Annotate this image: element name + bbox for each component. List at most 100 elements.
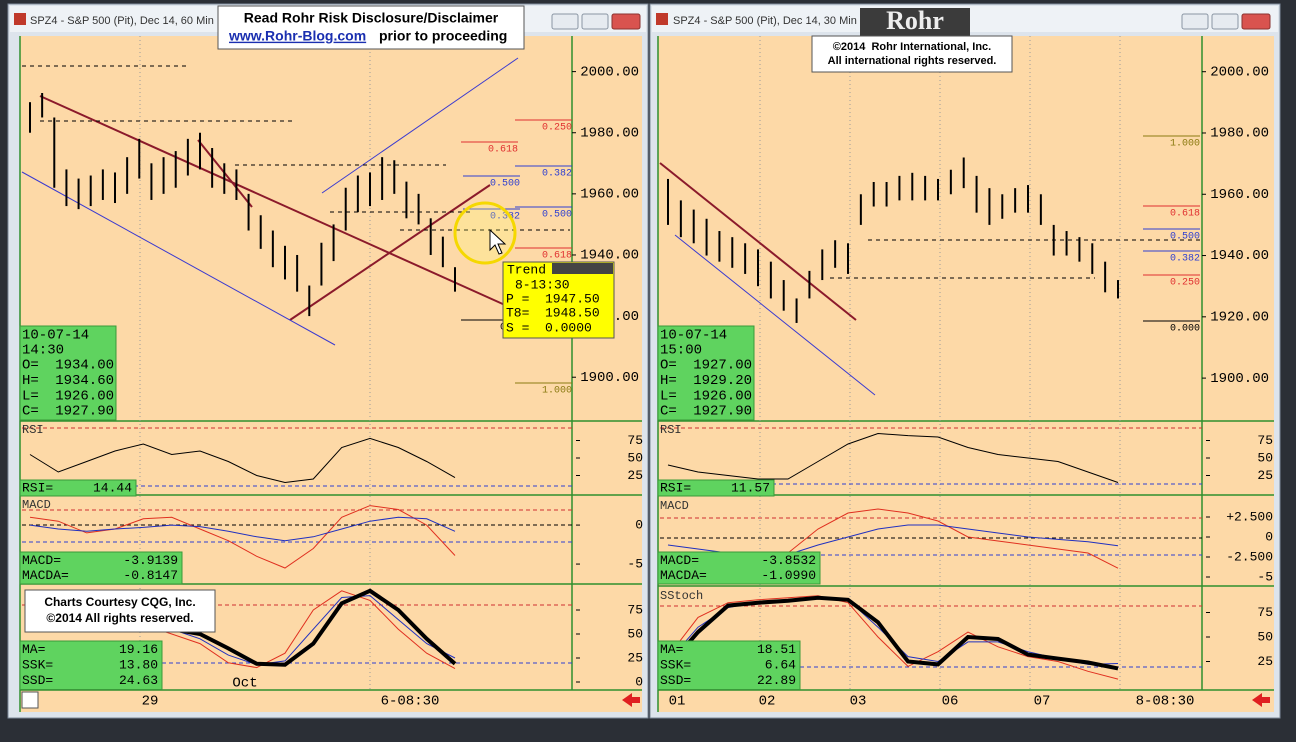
y-tick-label: 0 xyxy=(635,518,643,533)
courtesy-text: Charts Courtesy CQG, Inc. xyxy=(44,595,195,609)
window-icon xyxy=(656,13,668,25)
info-value: 1927.90 xyxy=(55,404,114,420)
readout-label: SSK= xyxy=(660,658,691,673)
info-date: 10-07-14 xyxy=(660,328,727,344)
y-tick-label: +2.500 xyxy=(1226,509,1273,524)
fib-label: 1.000 xyxy=(542,386,572,397)
indicator-line xyxy=(29,437,456,484)
fib-label: 0.382 xyxy=(542,169,572,180)
y-tick-label: 1920.00 xyxy=(1210,310,1269,326)
readout-value: -3.8532 xyxy=(761,553,816,568)
copyright-text: All international rights reserved. xyxy=(828,55,997,67)
fib-label: 0.382 xyxy=(1170,254,1200,265)
maximize-button[interactable] xyxy=(1211,13,1239,30)
readout-box xyxy=(19,479,137,497)
info-label: C= xyxy=(22,404,39,420)
readout-label: SSD= xyxy=(660,673,691,688)
disclaimer-banner: Read Rohr Risk Disclosure/Disclaimer www… xyxy=(217,5,525,50)
info-value: 1927.00 xyxy=(693,358,752,374)
fib-label: 0.618 xyxy=(542,251,572,262)
maximize-button[interactable] xyxy=(581,13,609,30)
y-tick-label: 75 xyxy=(1257,605,1273,620)
fib-label: 0.618 xyxy=(1170,209,1200,220)
info-label: O= xyxy=(660,358,677,374)
y-tick-label: 0 xyxy=(635,674,643,689)
y-tick-label: 50 xyxy=(1257,629,1273,644)
indicator-line xyxy=(667,432,1119,483)
close-button[interactable] xyxy=(1241,13,1271,30)
y-tick-label: 1900.00 xyxy=(580,370,639,386)
info-label: C= xyxy=(660,404,677,420)
info-value: 1929.20 xyxy=(693,373,752,389)
y-tick-label: 75 xyxy=(627,602,643,617)
fib-label: 0.250 xyxy=(1170,278,1200,289)
x-tick-label: 01 xyxy=(669,694,686,710)
indicator-name: RSI xyxy=(660,423,682,437)
readout-value: 6.64 xyxy=(765,658,796,673)
banner-text: Read Rohr Risk Disclosure/Disclaimer xyxy=(244,10,499,26)
banner-link[interactable]: www.Rohr-Blog.com xyxy=(228,28,366,44)
fib-label: 0.500 xyxy=(542,210,572,221)
readout-value: 18.51 xyxy=(757,642,796,657)
readout-value: 14.44 xyxy=(93,480,132,495)
x-tick-label: 8-08:30 xyxy=(1136,694,1195,710)
fib-label: 0.618 xyxy=(488,145,518,156)
minimize-button[interactable] xyxy=(1181,13,1209,30)
x-tick-label: Oct xyxy=(232,676,257,692)
y-tick-label: 75 xyxy=(627,433,643,448)
readout-box xyxy=(657,479,775,497)
data-layer: 2000.00 1980.00 1960.00 1940.00 1920.00 1900.… xyxy=(22,64,1273,709)
y-tick-label: 1980.00 xyxy=(580,125,639,141)
scroll-arrow[interactable] xyxy=(622,693,640,707)
mouse-cursor xyxy=(489,228,507,255)
copyright-box xyxy=(811,35,1013,73)
fib-label: 0.500 xyxy=(1170,232,1200,243)
readout-box xyxy=(19,640,163,690)
readout-box xyxy=(19,551,183,585)
readout-box xyxy=(657,640,801,690)
info-value: 1934.00 xyxy=(55,358,114,374)
window-buttons[interactable] xyxy=(551,13,1271,30)
info-date: 10-07-14 xyxy=(22,328,89,344)
copyright: Rohr ©2014 Rohr International, Inc. All … xyxy=(811,6,1013,73)
y-tick-label: 1960.00 xyxy=(1210,187,1269,203)
window-icon xyxy=(14,13,26,25)
drawings xyxy=(21,57,1200,396)
close-button[interactable] xyxy=(611,13,641,30)
readout-label: SSD= xyxy=(22,673,53,688)
indicator-name: MACD xyxy=(22,498,51,512)
readout-label: MA= xyxy=(22,642,46,657)
y-tick-label: -5 xyxy=(627,557,643,572)
y-tick-label: 25 xyxy=(627,468,643,483)
indicator-line xyxy=(29,505,456,569)
y-tick-label: 75 xyxy=(1257,433,1273,448)
y-tick-label: 2000.00 xyxy=(580,64,639,80)
indicator-line xyxy=(29,516,456,542)
cursor-highlight xyxy=(453,201,517,265)
minimize-button[interactable] xyxy=(551,13,579,30)
y-tick-label: 25 xyxy=(1257,654,1273,669)
courtesy-text: ©2014 All rights reserved. xyxy=(46,611,193,625)
info-value: 1926.00 xyxy=(693,388,752,404)
fib-label: 0.382 xyxy=(490,212,520,223)
scroll-arrow[interactable] xyxy=(1252,693,1270,707)
popup-box xyxy=(502,261,615,339)
readout-label: RSI= xyxy=(22,480,53,495)
window-title: SPZ4 - S&P 500 (Pit), Dec 14, 60 Min xyxy=(30,15,214,27)
fib-label: 1.000 xyxy=(1170,139,1200,150)
y-tick-label: 1960.00 xyxy=(580,187,639,203)
y-tick-label: 50 xyxy=(627,626,643,641)
info-box xyxy=(657,325,755,421)
corner-box[interactable] xyxy=(21,691,39,709)
y-tick-label: 2000.00 xyxy=(1210,64,1269,80)
popup-header xyxy=(552,263,613,274)
readout-value: 11.57 xyxy=(731,480,770,495)
indicator-line xyxy=(666,595,1119,671)
x-tick-label: 29 xyxy=(142,694,159,710)
readout-value: -1.0990 xyxy=(761,568,816,583)
readout-value: -3.9139 xyxy=(123,553,178,568)
x-tick-label: 03 xyxy=(850,694,867,710)
y-tick-label: 1940.00 xyxy=(580,248,639,264)
x-tick-label: 06 xyxy=(942,694,959,710)
